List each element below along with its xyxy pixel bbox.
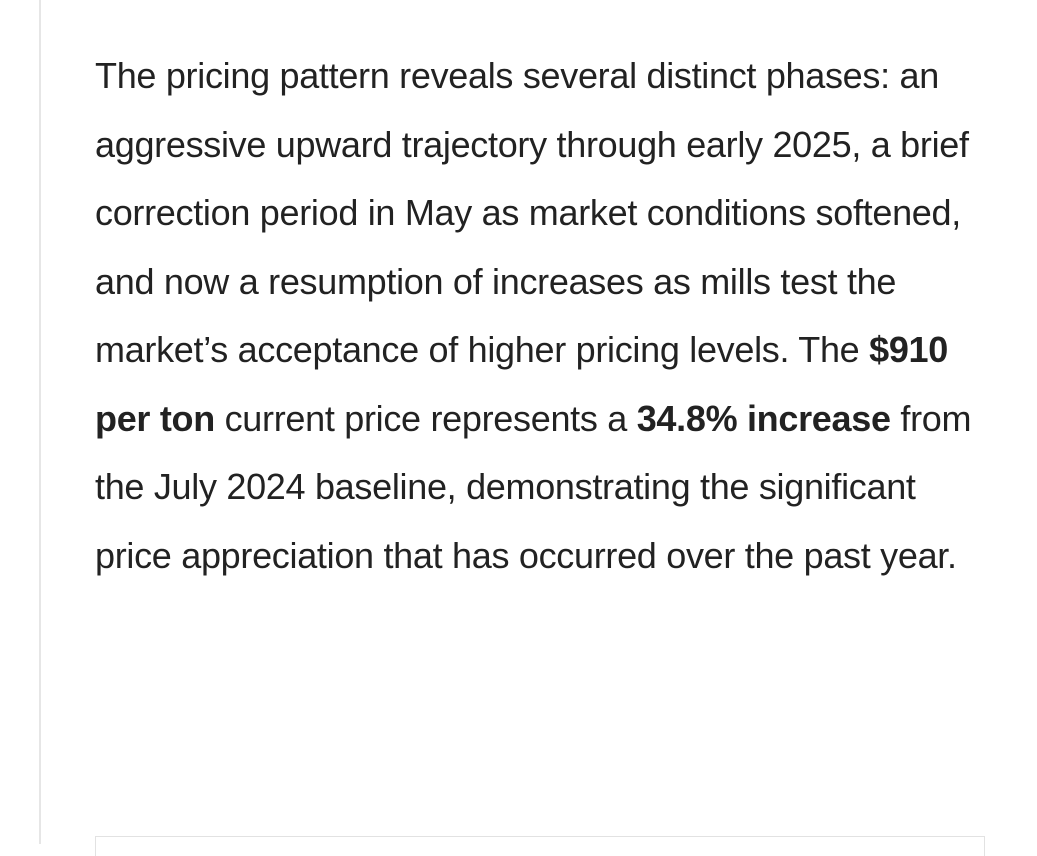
left-border	[39, 0, 41, 844]
text: from the July 2024 baseline, demonstrati…	[95, 397, 972, 576]
text: The pricing pattern reveals several dist…	[95, 55, 969, 370]
bold-text: 34.8% increase	[636, 397, 891, 439]
bold-text: $910 per ton	[95, 329, 948, 439]
text: current price represents a	[214, 397, 637, 439]
next-block	[95, 836, 985, 856]
paragraph: The pricing pattern reveals several dist…	[95, 42, 975, 590]
